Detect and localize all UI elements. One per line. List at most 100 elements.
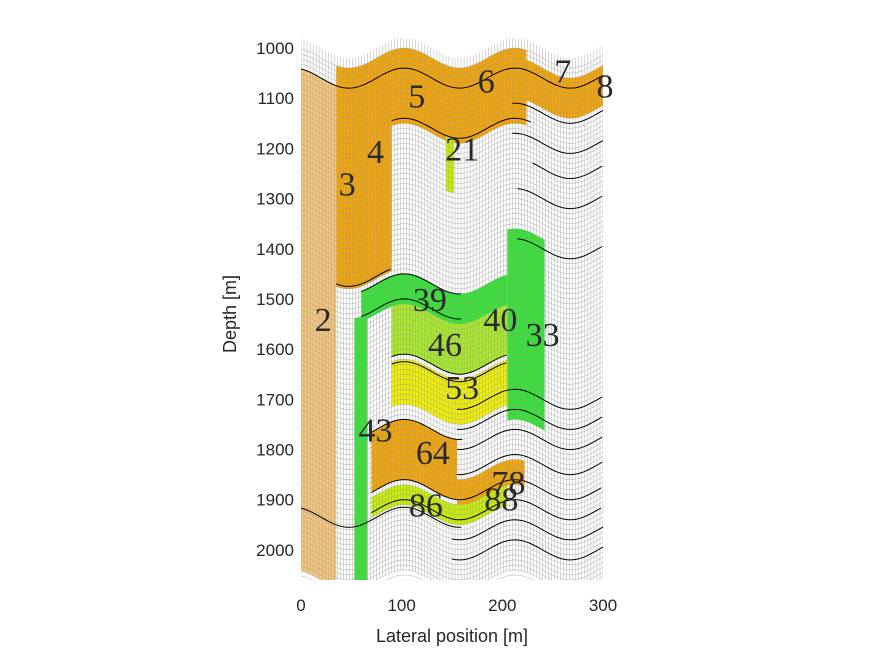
mesh-hline <box>301 138 603 159</box>
mesh-hline <box>301 258 603 279</box>
x-tick-label: 300 <box>589 596 617 615</box>
mesh-hline <box>301 88 603 109</box>
mesh-hline <box>401 579 519 580</box>
cell-label: 78 <box>491 465 525 502</box>
cell-labels-layer: 2 345 6 7 8 21 39 40 33 46 53 43 64 78 86 88 <box>315 54 614 525</box>
mesh-hline <box>301 288 603 310</box>
y-tick-label: 1500 <box>256 290 294 309</box>
mesh-hline <box>301 464 603 485</box>
cell-label: 88 <box>484 482 518 519</box>
mesh-hline <box>301 108 603 129</box>
mesh-hline <box>301 504 603 525</box>
y-tick-label: 1200 <box>256 139 294 158</box>
mesh-hline <box>301 459 603 480</box>
mesh-hline <box>301 374 603 395</box>
region-53 <box>391 359 508 425</box>
mesh-hline <box>301 233 603 254</box>
mesh-hline <box>301 359 603 380</box>
mesh-hline <box>301 524 603 545</box>
region-78 <box>457 459 525 505</box>
mesh-hline <box>301 193 603 214</box>
fault-line <box>301 506 462 528</box>
mesh-hline <box>301 148 603 169</box>
fault-line <box>371 499 602 521</box>
cell-label: 4 <box>367 134 384 171</box>
mesh-hline <box>301 318 603 340</box>
mesh-hline <box>301 303 603 325</box>
mesh-hline <box>301 143 603 164</box>
y-tick-label: 1700 <box>256 390 294 409</box>
mesh-hline <box>301 293 603 315</box>
mesh-hline <box>301 208 603 229</box>
mesh-hline <box>301 399 603 420</box>
mesh-hline <box>301 494 603 515</box>
mesh-hline <box>301 559 603 580</box>
mesh-hline <box>301 283 603 305</box>
mesh-hline <box>301 323 603 345</box>
fault-line <box>451 539 603 561</box>
y-tick-label: 1600 <box>256 340 294 359</box>
region-43 <box>354 313 368 580</box>
mesh-hline <box>301 439 603 460</box>
mesh-hline <box>301 168 603 189</box>
mesh-hline <box>301 268 603 289</box>
mesh-hline <box>301 198 603 219</box>
region-64 <box>371 419 458 500</box>
axes-layer: 0 100 200 300 1000 1100 1200 1300 1400 1500 1600 17… <box>256 39 617 615</box>
region-39-40 <box>361 273 508 325</box>
mesh-hline <box>301 339 603 360</box>
fault-line <box>456 453 603 476</box>
fault-line <box>336 268 391 287</box>
mesh-hline <box>301 364 603 385</box>
mesh-hline <box>301 534 603 555</box>
mesh-hline <box>301 474 603 495</box>
mesh-hline <box>301 469 603 490</box>
mesh-hline <box>301 489 603 510</box>
mesh-hline <box>301 404 603 425</box>
cell-label: 33 <box>526 317 560 354</box>
mesh-hline <box>301 243 603 264</box>
mesh-hline <box>301 514 603 535</box>
y-tick-label: 2000 <box>256 541 294 560</box>
fault-line <box>456 388 603 410</box>
mesh-hline <box>301 344 603 365</box>
fault-line <box>512 132 603 154</box>
mesh-hline <box>301 544 603 565</box>
fault-line <box>517 238 603 260</box>
mesh-hline <box>301 334 603 355</box>
mesh-hline <box>301 113 603 134</box>
fault-line <box>301 67 603 89</box>
fault-line <box>391 353 507 375</box>
mesh-hline <box>301 73 603 94</box>
fault-line <box>451 519 603 541</box>
fault-line <box>532 162 603 179</box>
mesh-hline <box>301 329 603 350</box>
mesh-hline <box>301 414 603 435</box>
mesh-hline <box>301 449 603 470</box>
mesh-hline <box>301 444 603 465</box>
cell-label: 2 <box>315 302 332 339</box>
x-tick-label: 100 <box>387 596 415 615</box>
plot-area <box>301 37 603 580</box>
cell-label: 86 <box>409 488 443 525</box>
mesh-hline <box>301 93 603 114</box>
fault-line <box>371 418 463 441</box>
mesh-hline <box>301 509 603 530</box>
cell-label: 6 <box>478 64 495 101</box>
mesh-hline <box>301 369 603 390</box>
fault-line <box>371 479 602 501</box>
mesh-hline <box>301 384 603 405</box>
fault-line <box>391 117 531 139</box>
mesh-hline <box>301 63 603 84</box>
mesh-hline <box>301 183 603 204</box>
cell-label: 8 <box>597 69 614 106</box>
mesh-hline <box>301 379 603 400</box>
fault-line <box>456 428 603 451</box>
fault-line <box>456 408 603 430</box>
mesh-hline <box>301 173 603 194</box>
mesh-hline <box>301 203 603 224</box>
x-tick-label: 200 <box>488 596 516 615</box>
mesh-hline <box>301 128 603 149</box>
mesh-hline <box>301 549 603 571</box>
